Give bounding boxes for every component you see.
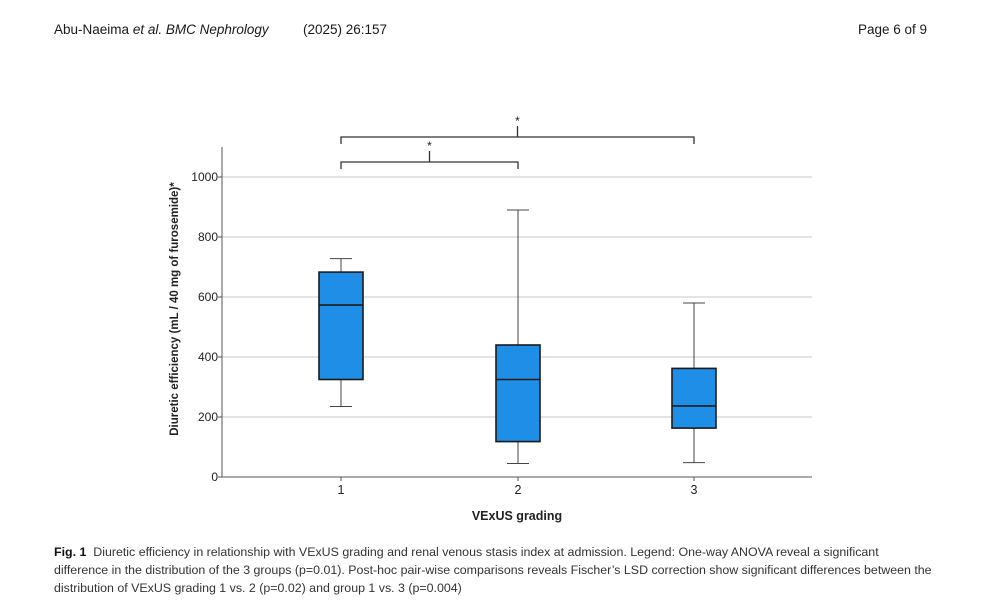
significance-label-1-3: * <box>515 114 520 128</box>
journal-year-volume: (2025) 26:157 <box>303 22 388 37</box>
journal-header: Abu-Naeima et al. BMC Nephrology <box>54 22 269 37</box>
y-tick-label-1000: 1000 <box>191 170 218 184</box>
journal-author: Abu-Naeima <box>54 22 130 37</box>
journal-etal: et al. <box>132 22 163 37</box>
significance-bracket-1-3 <box>340 126 695 144</box>
x-tick-label-3: 3 <box>691 483 698 497</box>
figure-caption: Fig. 1 Diuretic efficiency in relationsh… <box>54 543 934 597</box>
y-tick-label-800: 800 <box>198 230 218 244</box>
y-tick-label-200: 200 <box>198 410 218 424</box>
significance-label-1-2: * <box>427 139 432 153</box>
y-axis-title: Diuretic efficiency (mL / 40 mg of furos… <box>169 182 181 436</box>
y-tick-label-400: 400 <box>198 350 218 364</box>
caption-text: Diuretic efficiency in relationship with… <box>54 545 932 595</box>
y-tick-label-600: 600 <box>198 290 218 304</box>
box-3 <box>671 367 717 429</box>
caption-label: Fig. 1 <box>54 545 87 559</box>
journal-name: BMC Nephrology <box>165 22 269 37</box>
page-number: Page 6 of 9 <box>857 22 927 37</box>
box-2 <box>495 344 541 443</box>
x-tick-label-2: 2 <box>515 483 522 497</box>
box-1 <box>318 271 364 381</box>
box-plot-chart: 0 200 400 600 800 1000 1 2 3 VExUS grading Diureti… <box>169 114 812 523</box>
x-tick-label-1: 1 <box>338 483 345 497</box>
y-tick-label-0: 0 <box>211 470 218 484</box>
significance-bracket-1-2 <box>340 151 519 169</box>
x-axis-title: VExUS grading <box>472 509 562 523</box>
